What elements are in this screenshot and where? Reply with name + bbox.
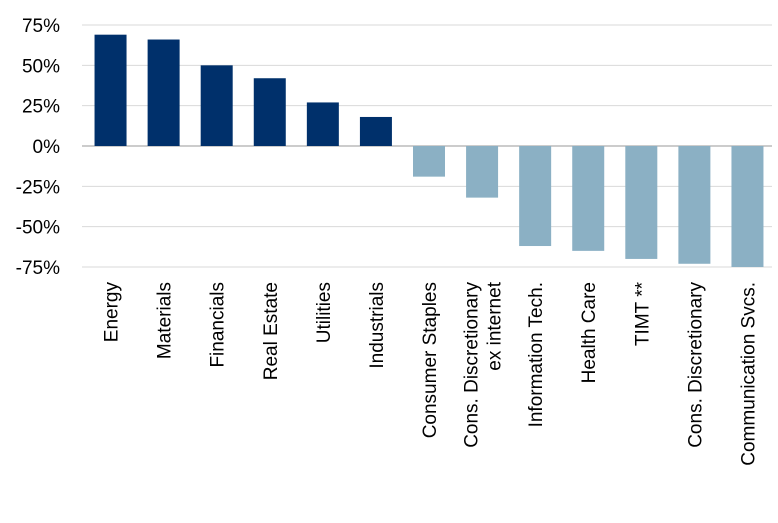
x-category-label-line: Industrials: [367, 282, 388, 369]
x-category-label: Consumer Staples: [420, 282, 441, 438]
x-category-label-line: ex internet: [485, 281, 506, 370]
bar: [306, 102, 339, 146]
bar: [413, 146, 445, 177]
bar: [200, 65, 233, 146]
bar: [253, 78, 286, 146]
x-category-label: Communication Svcs.: [738, 282, 759, 466]
y-tick-label: -25%: [16, 177, 60, 198]
y-tick-label: 75%: [22, 16, 60, 37]
x-category-label-line: TIMT **: [632, 281, 653, 346]
y-tick-label: 25%: [22, 97, 60, 118]
x-category-label-line: Utilities: [314, 282, 335, 343]
x-category-label-line: Energy: [102, 282, 123, 343]
bar: [572, 146, 605, 251]
bars: [94, 34, 764, 267]
x-category-label-line: Real Estate: [261, 282, 282, 380]
bar: [678, 146, 711, 264]
y-tick-label: 50%: [22, 56, 60, 77]
x-category-label: Real Estate: [261, 282, 282, 380]
x-category-label: Energy: [102, 282, 123, 343]
x-category-label-line: Cons. Discretionary: [462, 282, 483, 448]
bar: [466, 146, 499, 198]
bar: [147, 39, 180, 146]
x-category-label-line: Communication Svcs.: [738, 282, 759, 466]
x-category-label: Materials: [155, 282, 176, 359]
x-category-label: Utilities: [314, 282, 335, 343]
y-tick-label: -75%: [16, 258, 60, 279]
x-category-label-line: Materials: [155, 282, 176, 359]
gridlines: [82, 24, 772, 268]
bar: [731, 146, 764, 267]
x-category-label: Cons. Discretionary: [685, 282, 706, 448]
x-category-label-line: Cons. Discretionary: [685, 282, 706, 448]
x-category-label: Cons. Discretionary ex internet: [462, 281, 506, 447]
x-category-label-line: Consumer Staples: [420, 282, 441, 438]
x-category-label: Industrials: [367, 282, 388, 369]
x-category-label: Health Care: [579, 282, 600, 383]
x-category-label-line: Information Tech.: [526, 282, 547, 427]
y-tick-label: -50%: [16, 218, 60, 239]
x-category-label-line: Health Care: [579, 282, 600, 383]
bar: [625, 146, 658, 259]
bar: [519, 146, 552, 247]
x-category-label: Financials: [208, 282, 229, 368]
x-category-label: TIMT **: [632, 281, 653, 346]
x-category-label: Information Tech.: [526, 282, 547, 427]
bar: [359, 116, 392, 146]
y-tick-label: 0%: [33, 137, 61, 158]
bar: [94, 34, 127, 146]
y-axis-tick-labels: 75% 50% 25% 0% -25% -50% -75%: [16, 16, 60, 279]
x-axis-category-labels: Energy Materials Financials Real Estate Util…: [102, 281, 760, 465]
x-category-label-line: Financials: [208, 282, 229, 368]
